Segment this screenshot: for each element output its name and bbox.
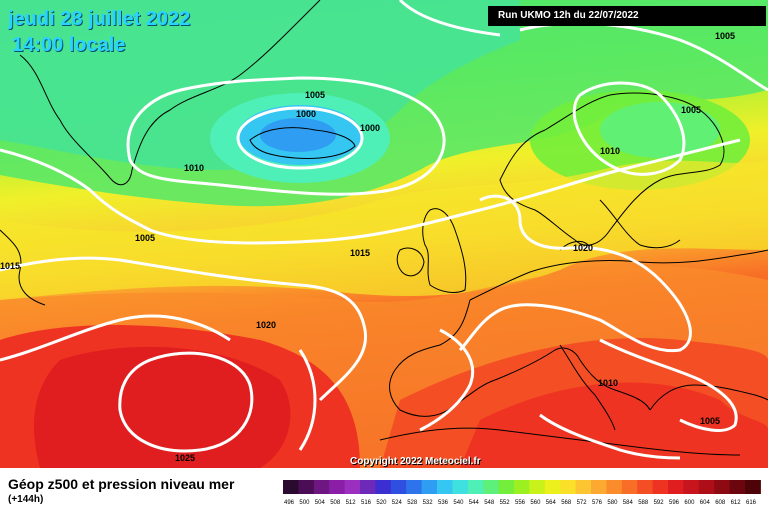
color-swatch: [544, 480, 561, 494]
color-scale-tick: 556: [515, 500, 526, 506]
color-scale-tick: 500: [299, 500, 310, 506]
color-scale-tick: 512: [346, 500, 357, 506]
isobar-label: 1005: [135, 233, 155, 243]
color-swatch: [698, 480, 715, 494]
color-swatch: [452, 480, 469, 494]
color-scale-tick: 544: [469, 500, 480, 506]
color-scale-tick: 520: [376, 500, 387, 506]
color-scale-tick: 504: [315, 500, 326, 506]
color-scale-tick: 580: [607, 500, 618, 506]
color-swatch: [360, 480, 376, 494]
color-swatch: [483, 480, 500, 494]
isobar-label: 1005: [305, 90, 325, 100]
color-scale-tick: 584: [623, 500, 634, 506]
color-swatch: [329, 480, 346, 494]
color-swatch: [406, 480, 423, 494]
color-scale-tick: 568: [561, 500, 572, 506]
color-swatch: [437, 480, 453, 494]
color-swatch: [729, 480, 746, 494]
isobar-label: 1020: [256, 320, 276, 330]
isobar-label: 1000: [296, 109, 316, 119]
color-swatch: [575, 480, 592, 494]
isobar-label: 1000: [360, 123, 380, 133]
forecast-lead-time: (+144h): [8, 494, 44, 505]
color-swatch: [652, 480, 669, 494]
color-swatch: [498, 480, 515, 494]
color-scale-tick: 496: [284, 500, 295, 506]
color-scale-tick: 560: [530, 500, 541, 506]
isobar-label: 1010: [598, 378, 618, 388]
color-swatch: [637, 480, 654, 494]
color-scale-tick: 572: [577, 500, 588, 506]
color-scale-tick: 604: [700, 500, 711, 506]
color-swatch: [313, 480, 330, 494]
color-swatch: [560, 480, 577, 494]
color-scale-tick: 576: [592, 500, 603, 506]
color-swatch: [529, 480, 546, 494]
color-scale-tick: 536: [438, 500, 449, 506]
color-scale-tick: 516: [361, 500, 372, 506]
color-scale-tick: 564: [546, 500, 557, 506]
color-swatch: [421, 480, 438, 494]
isobar-label: 1005: [700, 416, 720, 426]
color-scale-tick: 612: [731, 500, 742, 506]
color-swatch: [668, 480, 684, 494]
color-swatch: [714, 480, 731, 494]
color-swatch: [344, 480, 361, 494]
color-scale-tick: 596: [669, 500, 680, 506]
color-scale-tick: 540: [453, 500, 464, 506]
color-scale: 496 500 504 508 512 516 520 524 528 532 536 540 544 5…: [283, 480, 761, 506]
color-swatch: [514, 480, 530, 494]
color-swatch: [390, 480, 407, 494]
color-scale-tick: 592: [654, 500, 665, 506]
isobar-label: 1010: [184, 163, 204, 173]
weather-map: 1005 1005 1000 1000 1010 1005 1015 1015 …: [0, 0, 768, 468]
copyright-text: Copyright 2022 Meteociel.fr: [350, 456, 481, 467]
color-swatch: [375, 480, 392, 494]
color-scale-tick: 532: [423, 500, 434, 506]
isobar-label: 1020: [573, 243, 593, 253]
color-swatch: [621, 480, 638, 494]
color-swatch: [467, 480, 484, 494]
legend-title: Géop z500 et pression niveau mer: [8, 476, 235, 492]
color-swatch: [283, 480, 299, 494]
isobar-label: 1015: [0, 261, 20, 271]
color-scale-tick: 588: [638, 500, 649, 506]
color-swatch: [745, 480, 761, 494]
color-scale-tick: 600: [684, 500, 695, 506]
color-swatch: [591, 480, 607, 494]
isobars: [0, 0, 768, 458]
forecast-time: 14:00 locale: [12, 34, 126, 56]
isobar-label: 1005: [715, 31, 735, 41]
color-scale-tick: 528: [407, 500, 418, 506]
isobar-label: 1010: [600, 146, 620, 156]
isobar-label: 1015: [350, 248, 370, 258]
color-scale-tick: 524: [392, 500, 403, 506]
forecast-date: jeudi 28 juillet 2022: [8, 8, 191, 30]
color-swatch: [683, 480, 700, 494]
color-scale-tick: 552: [500, 500, 511, 506]
isobar-labels: 1005 1005 1000 1000 1010 1005 1015 1015 …: [0, 31, 735, 463]
color-scale-tick: 608: [715, 500, 726, 506]
isobar-label: 1025: [175, 453, 195, 463]
color-swatch: [606, 480, 623, 494]
color-scale-tick: 616: [746, 500, 757, 506]
isobar-label: 1005: [681, 105, 701, 115]
run-info-box: Run UKMO 12h du 22/07/2022: [488, 6, 766, 26]
color-swatch: [298, 480, 315, 494]
color-scale-tick: 548: [484, 500, 495, 506]
color-scale-tick: 508: [330, 500, 341, 506]
